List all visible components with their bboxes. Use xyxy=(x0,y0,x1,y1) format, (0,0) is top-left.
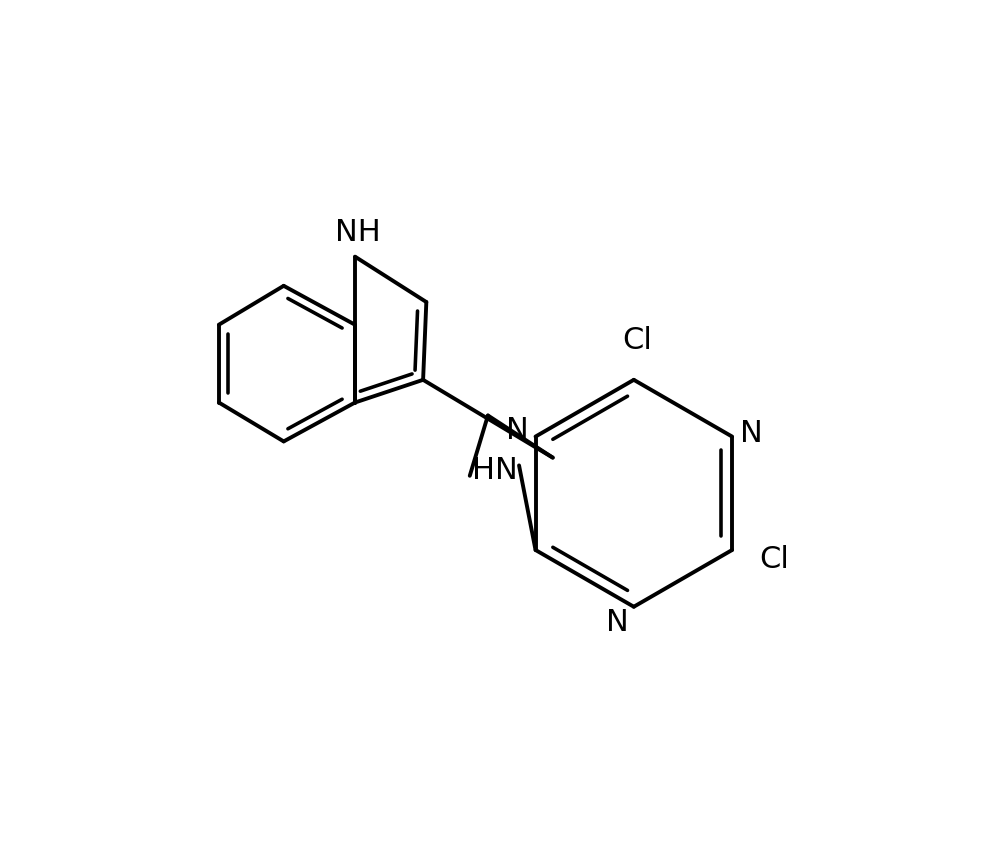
Text: HN: HN xyxy=(471,456,518,485)
Text: Cl: Cl xyxy=(622,327,652,355)
Text: N: N xyxy=(606,609,629,637)
Text: Cl: Cl xyxy=(759,546,789,574)
Text: N: N xyxy=(741,418,763,448)
Text: N: N xyxy=(506,416,529,445)
Text: NH: NH xyxy=(336,217,381,247)
